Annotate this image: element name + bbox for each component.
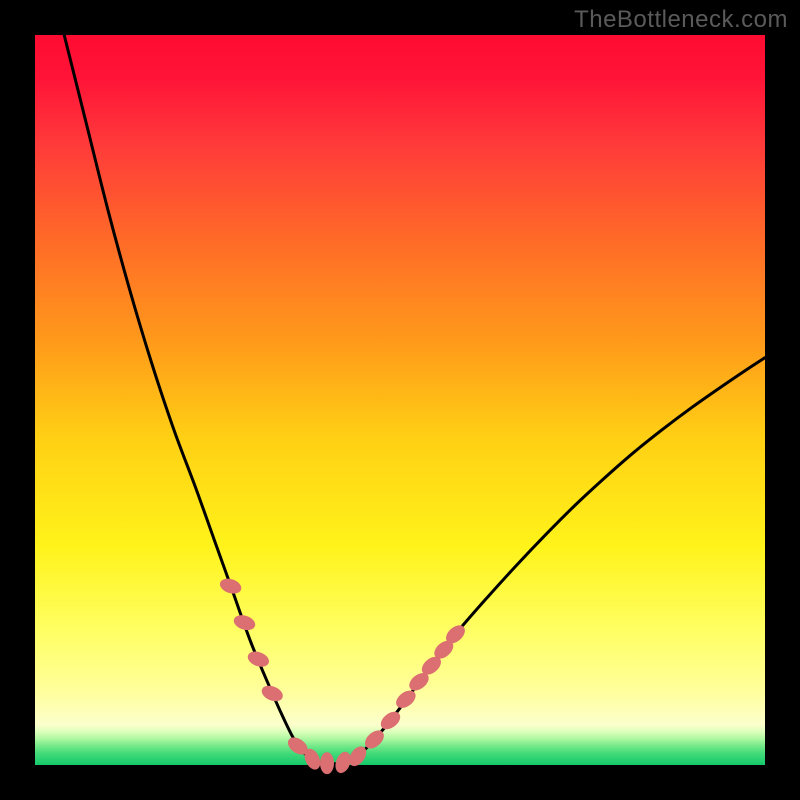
chart-canvas: [0, 0, 800, 800]
plot-background: [35, 35, 765, 765]
figure: TheBottleneck.com: [0, 0, 800, 800]
marker-point: [321, 753, 334, 774]
